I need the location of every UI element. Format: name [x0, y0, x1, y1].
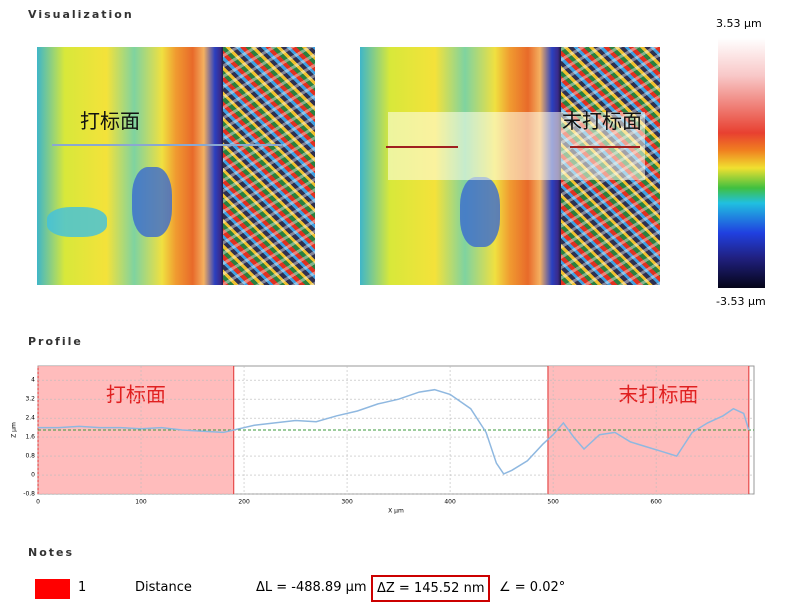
- region-label: 打标面: [106, 383, 166, 407]
- section-title: Visualization: [28, 8, 134, 21]
- surface-image: [37, 47, 315, 285]
- x-tick-label: 500: [547, 499, 559, 506]
- colorbar-label: 3.53 µm: [716, 17, 762, 30]
- y-tick-label: 1.6: [25, 434, 35, 441]
- surface-image: [360, 47, 660, 285]
- y-tick-label: 2.4: [25, 415, 35, 422]
- y-tick-label: 0: [31, 472, 35, 479]
- note-value: ∠ = 0.02°: [499, 580, 566, 595]
- profile-chart: 打标面 末打标面-0.800.81.62.43.240 100 200 300 400 50…: [11, 365, 755, 515]
- x-tick-label: 600: [650, 499, 662, 506]
- section-title: Profile: [28, 335, 83, 348]
- y-axis-label: Z µm: [11, 422, 18, 438]
- colorbar-label: -3.53 µm: [716, 295, 766, 308]
- note-value: ΔL = -488.89 µm: [256, 580, 367, 595]
- x-tick-label: 200: [238, 499, 250, 506]
- note-name: Distance: [135, 580, 192, 595]
- note-swatch: [35, 579, 70, 599]
- x-tick-label: 400: [444, 499, 456, 506]
- x-tick-label: 0: [36, 499, 40, 506]
- colorbar: [718, 38, 765, 288]
- y-tick-label: 4: [31, 377, 35, 384]
- section-title: Notes: [28, 546, 75, 559]
- note-id: 1: [78, 580, 87, 595]
- x-tick-label: 100: [135, 499, 147, 506]
- x-tick-label: 300: [341, 499, 353, 506]
- x-axis-label: X µm: [388, 508, 404, 515]
- y-tick-label: 3.2: [25, 396, 35, 403]
- note-value: ΔZ = 145.52 nm: [371, 575, 491, 602]
- y-tick-label: -0.8: [23, 491, 35, 498]
- region-label: 末打标面: [618, 383, 698, 407]
- profile-line: [38, 388, 750, 475]
- y-tick-label: 0.8: [25, 453, 35, 460]
- image-label: 打标面: [80, 109, 140, 133]
- image-label: 末打标面: [562, 109, 642, 133]
